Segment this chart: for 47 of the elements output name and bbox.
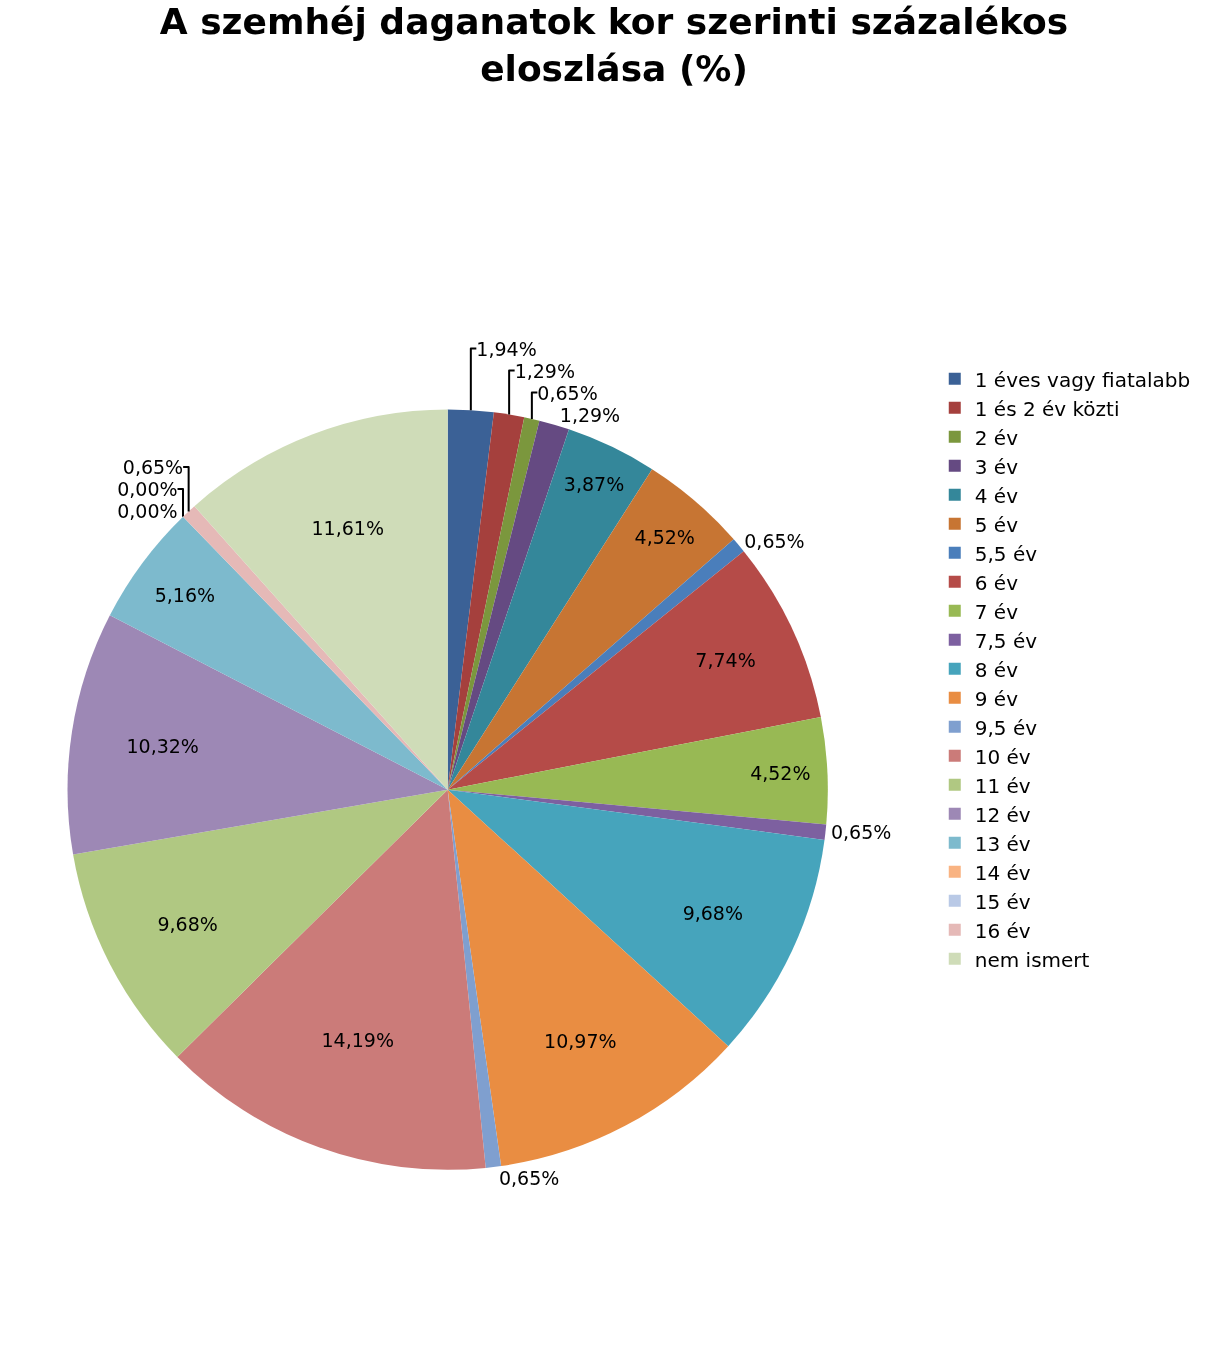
data-label: 0,65% bbox=[830, 821, 892, 844]
data-label: 0,65% bbox=[122, 456, 184, 479]
text: 0,00% bbox=[117, 478, 178, 501]
legend-label: 8 év bbox=[974, 657, 1019, 682]
data-label: 7,74% bbox=[695, 649, 756, 672]
data-label: 11,61% bbox=[311, 516, 384, 539]
legend-label: 5,5 év bbox=[974, 541, 1038, 566]
legend-label: 7,5 év bbox=[974, 628, 1038, 653]
legend-label: 13 év bbox=[974, 831, 1031, 856]
legend-label: 11 év bbox=[974, 773, 1031, 798]
legend-label: 14 év bbox=[974, 860, 1031, 885]
data-label: 5,16% bbox=[154, 583, 216, 606]
data-label: 4,52% bbox=[750, 761, 811, 784]
legend-label: 16 év bbox=[974, 918, 1031, 943]
data-label: 10,32% bbox=[126, 734, 199, 757]
legend-label: 1 és 2 év közti bbox=[974, 396, 1120, 421]
data-label: 0,65% bbox=[744, 529, 805, 552]
legend-label: 12 év bbox=[974, 802, 1031, 827]
legend-label: 7 év bbox=[974, 599, 1019, 624]
data-label: 0,65% bbox=[537, 381, 598, 404]
data-label: 0,65% bbox=[498, 1166, 560, 1189]
legend-label: 2 év bbox=[974, 425, 1019, 450]
data-label: 14,19% bbox=[321, 1028, 394, 1051]
pie-slice bbox=[447, 717, 828, 825]
data-label: 1,29% bbox=[559, 403, 621, 426]
legend-label: 6 év bbox=[974, 570, 1019, 595]
pie-slice bbox=[73, 789, 448, 1057]
data-label: 3,87% bbox=[563, 472, 625, 495]
data-label: 4,52% bbox=[634, 526, 695, 549]
legend-label: 3 év bbox=[974, 454, 1019, 479]
legend-label: 9 év bbox=[974, 686, 1019, 711]
legend-label: 4 év bbox=[974, 483, 1019, 508]
legend-label: nem ismert bbox=[974, 947, 1090, 972]
data-label: 9,68% bbox=[682, 902, 743, 925]
legend-label: 10 év bbox=[974, 744, 1031, 769]
data-label: 1,29% bbox=[514, 359, 575, 382]
legend-label: 9,5 év bbox=[974, 715, 1038, 740]
data-label: 9,68% bbox=[157, 912, 218, 935]
chart-title: A szemhéj daganatok kor szerinti százalékos eloszlása (%) bbox=[159, 0, 1069, 89]
pie-slice bbox=[447, 551, 821, 790]
legend-label: 15 év bbox=[974, 889, 1031, 914]
legend-label: 5 év bbox=[974, 512, 1019, 537]
pie-slice bbox=[67, 615, 448, 855]
text: 0,00% bbox=[117, 500, 178, 523]
legend-label: 1 éves vagy fiatalabb bbox=[974, 367, 1191, 392]
data-label: 1,94% bbox=[476, 337, 537, 360]
data-label: 10,97% bbox=[544, 1029, 617, 1052]
